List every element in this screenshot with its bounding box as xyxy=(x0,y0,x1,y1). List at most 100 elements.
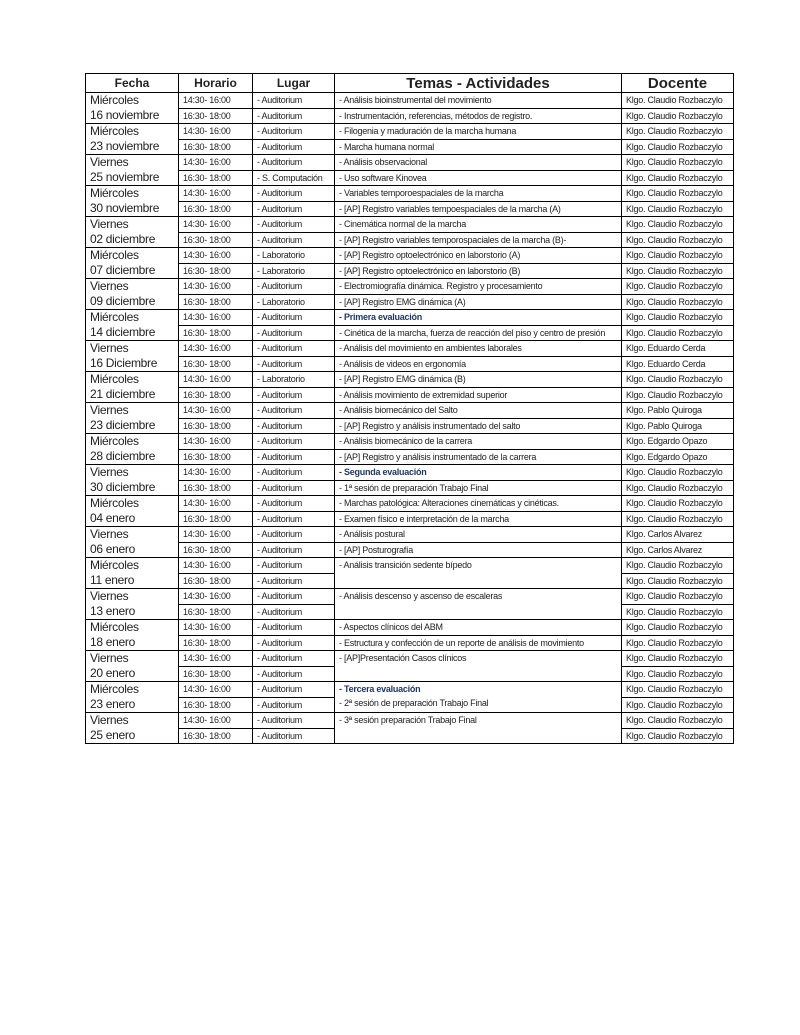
teacher-cell: Klgo. Claudio Rozbaczylo xyxy=(621,169,734,186)
date-cell: Viernes 23 diciembre xyxy=(85,402,179,434)
header-lugar: Lugar xyxy=(252,73,335,93)
date: 23 noviembre xyxy=(90,139,160,153)
weekday: Viernes xyxy=(90,527,129,542)
time-cell: 16:30- 18:00 xyxy=(178,138,253,155)
place-cell: - Auditorium xyxy=(252,402,335,419)
table-row: Miércoles 23 enero 14:30- 16:00- Auditoriu… xyxy=(85,681,734,713)
table-row: 16:30- 18:00- Auditorium - Análisis de vi… xyxy=(86,355,734,372)
teacher-cell: Klgo. Claudio Rozbaczylo xyxy=(621,262,734,279)
date: 21 diciembre xyxy=(90,387,156,401)
weekday: Miércoles xyxy=(90,186,139,201)
teacher-cell: Klgo. Claudio Rozbaczylo xyxy=(621,727,734,744)
topic-cell: - Cinética de la marcha, fuerza de reacc… xyxy=(334,324,622,341)
place-cell: - Auditorium xyxy=(252,510,335,527)
table-row: Miércoles 07 diciembre 14:30- 16:00- Labor… xyxy=(85,247,734,279)
topic-cell: - [AP] Registro optoelectrónico en labor… xyxy=(334,262,622,279)
table-row: Viernes 25 noviembre 14:30- 16:00- Auditor… xyxy=(85,154,734,186)
teacher-cell: Klgo. Edgardo Opazo xyxy=(621,433,734,450)
teacher-cell: Klgo. Claudio Rozbaczylo xyxy=(621,386,734,403)
teacher-cell: Klgo. Pablo Quiroga xyxy=(621,417,734,434)
date: 06 enero xyxy=(90,542,135,556)
table-row: 16:30- 18:00- Auditorium - Análisis movim… xyxy=(86,386,734,403)
time-cell: 16:30- 18:00 xyxy=(178,448,253,465)
time-cell: 16:30- 18:00 xyxy=(178,727,253,744)
place-cell: - Auditorium xyxy=(252,696,335,713)
table-row: Miércoles 21 diciembre 14:30- 16:00- Labor… xyxy=(85,371,734,403)
time-cell: 14:30- 16:00 xyxy=(178,371,253,388)
teacher-cell: Klgo. Claudio Rozbaczylo xyxy=(621,107,734,124)
weekday: Miércoles xyxy=(90,372,139,387)
topic-line: - [AP]Presentación Casos clínicos xyxy=(339,653,467,663)
date-cell: Miércoles 23 noviembre xyxy=(85,123,179,155)
topic-cell: - Electromiografía dinámica. Registro y … xyxy=(334,278,622,295)
place-cell: - Auditorium xyxy=(252,464,335,481)
weekday: Viernes xyxy=(90,341,129,356)
time-cell: 14:30- 16:00 xyxy=(178,650,253,667)
place-cell: - Auditorium xyxy=(252,588,335,605)
place-cell: - S. Computación xyxy=(252,169,335,186)
time-cell: 14:30- 16:00 xyxy=(178,526,253,543)
teacher-cell: Klgo. Claudio Rozbaczylo xyxy=(621,293,734,310)
place-cell: - Auditorium xyxy=(252,526,335,543)
teacher-cell: Klgo. Claudio Rozbaczylo xyxy=(621,696,734,713)
table-row: 16:30- 18:00- Laboratorio - [AP] Registro… xyxy=(86,293,734,310)
time-cell: 16:30- 18:00 xyxy=(178,603,253,620)
topic-cell: - Estructura y confección de un reporte … xyxy=(334,634,622,651)
topic-line: - Análisis descenso y ascenso de escaler… xyxy=(339,591,503,601)
place-cell: - Auditorium xyxy=(252,386,335,403)
table-row: 16:30- 18:00- Auditorium - Estructura y c… xyxy=(86,634,734,651)
time-cell: 14:30- 16:00 xyxy=(178,557,253,574)
date-cell: Miércoles 11 enero xyxy=(85,557,179,589)
teacher-cell: Klgo. Claudio Rozbaczylo xyxy=(621,681,734,698)
date-cell: Viernes 13 enero xyxy=(85,588,179,620)
place-cell: - Laboratorio xyxy=(252,247,335,264)
teacher-cell: Klgo. Claudio Rozbaczylo xyxy=(621,665,734,682)
date-cell: Viernes 02 diciembre xyxy=(85,216,179,248)
topic-cell: - Segunda evaluación xyxy=(334,464,622,481)
time-cell: 14:30- 16:00 xyxy=(178,154,253,171)
time-cell: 16:30- 18:00 xyxy=(178,262,253,279)
time-cell: 14:30- 16:00 xyxy=(178,123,253,140)
header-fecha: Fecha xyxy=(85,73,179,93)
topic-cell: - Tercera evaluación - 2ª sesión de prepa… xyxy=(334,681,622,713)
teacher-cell: Klgo. Claudio Rozbaczylo xyxy=(621,479,734,496)
table-row: Miércoles 16 noviembre 14:30- 16:00- Audit… xyxy=(85,92,734,124)
place-cell: - Auditorium xyxy=(252,138,335,155)
topic-cell: - Marcha humana normal xyxy=(334,138,622,155)
date-cell: Miércoles 28 diciembre xyxy=(85,433,179,465)
time-cell: 16:30- 18:00 xyxy=(178,324,253,341)
time-cell: 14:30- 16:00 xyxy=(178,185,253,202)
topic-cell: - Aspectos clínicos del ABM xyxy=(334,619,622,636)
teacher-cell: Klgo. Edgardo Opazo xyxy=(621,448,734,465)
topic-cell: - Filogenia y maduración de la marcha hu… xyxy=(334,123,622,140)
table-row: Miércoles 28 diciembre 14:30- 16:00- Audit… xyxy=(85,433,734,465)
place-cell: - Auditorium xyxy=(252,417,335,434)
place-cell: - Auditorium xyxy=(252,200,335,217)
time-cell: 16:30- 18:00 xyxy=(178,293,253,310)
topic-cell: - Análisis del movimiento en ambientes l… xyxy=(334,340,622,357)
place-cell: - Auditorium xyxy=(252,185,335,202)
date: 14 diciembre xyxy=(90,325,156,339)
date-cell: Miércoles 23 enero xyxy=(85,681,179,713)
topic-cell: - [AP] Registro variables temporospacial… xyxy=(334,231,622,248)
header-docente: Docente xyxy=(621,73,734,93)
table-row: 16:30- 18:00- Auditorium Klgo. Claudio Ro… xyxy=(86,572,734,589)
date: 25 noviembre xyxy=(90,170,160,184)
place-cell: - Auditorium xyxy=(252,727,335,744)
teacher-cell: Klgo. Eduardo Cerda xyxy=(621,355,734,372)
date: 18 enero xyxy=(90,635,135,649)
place-cell: - Auditorium xyxy=(252,712,335,729)
date: 30 diciembre xyxy=(90,480,156,494)
date-cell: Miércoles 21 diciembre xyxy=(85,371,179,403)
table-row: 16:30- 18:00- Auditorium Klgo. Claudio Ro… xyxy=(86,727,734,744)
place-cell: - Auditorium xyxy=(252,479,335,496)
time-cell: 14:30- 16:00 xyxy=(178,588,253,605)
date-cell: Viernes 16 Diciembre xyxy=(85,340,179,372)
time-cell: 16:30- 18:00 xyxy=(178,386,253,403)
weekday: Miércoles xyxy=(90,434,139,449)
teacher-cell: Klgo. Claudio Rozbaczylo xyxy=(621,309,734,326)
teacher-cell: Klgo. Claudio Rozbaczylo xyxy=(621,619,734,636)
topic-cell: - Análisis observacional xyxy=(334,154,622,171)
topic-cell: - Análisis bioinstrumental del movimient… xyxy=(334,92,622,109)
table-row: Viernes 20 enero 14:30- 16:00- Auditorium -… xyxy=(85,650,734,682)
